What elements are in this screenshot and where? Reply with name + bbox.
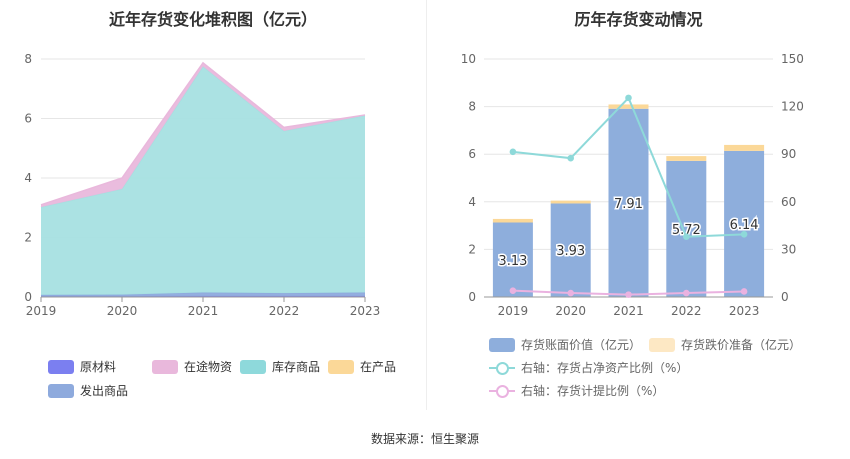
area-legend: 原材料 在途物资 库存商品 在产品发出商品	[48, 358, 418, 406]
area-legend-item[interactable]: 在产品	[328, 358, 396, 375]
bar-y-tick-label: 8	[468, 100, 476, 114]
bar-data-label: 3.93	[556, 244, 585, 259]
area-x-tick-label: 2020	[107, 304, 138, 318]
legend-label: 原材料	[80, 360, 117, 374]
bar-legend-item[interactable]: 右轴：存货计提比例（%）	[489, 382, 664, 399]
area-y-tick-label: 4	[24, 171, 32, 185]
bar-book-value	[608, 108, 649, 297]
legend-label: 存货账面价值（亿元）	[521, 338, 642, 352]
bar-data-label: 7.91	[614, 197, 643, 212]
area-chart: 0 2 4 6 8 2019 2020 2021 2022 2023	[24, 52, 381, 318]
area-series-edge-1	[40, 291, 366, 296]
bar-y2-tick-label: 30	[781, 242, 796, 256]
legend-label: 库存商品	[272, 360, 321, 374]
legend-swatch	[649, 337, 675, 352]
bar-legend-item[interactable]: 存货跌价准备（亿元）	[649, 336, 801, 353]
area-y-tick-label: 6	[24, 112, 32, 126]
bar-data-label: 3.13	[498, 254, 527, 269]
line-point	[567, 154, 574, 162]
bar-y2-tick-label: 120	[781, 100, 804, 114]
line-point	[740, 288, 748, 295]
bar-book-value	[666, 160, 707, 297]
bar-legend: 存货账面价值（亿元） 存货跌价准备（亿元） 右轴：存货占净资产比例（%） 右轴：存货计…	[489, 336, 849, 406]
legend-swatch	[489, 361, 515, 375]
area-legend-item[interactable]: 库存商品	[240, 358, 320, 375]
legend-label: 在产品	[360, 360, 397, 374]
legend-label: 右轴：存货占净资产比例（%）	[521, 361, 689, 375]
line-point	[509, 148, 517, 156]
area-chart-title: 近年存货变化堆积图（亿元）	[108, 10, 317, 29]
legend-label: 存货跌价准备（亿元）	[681, 338, 802, 352]
bar-y-tick-label: 4	[468, 195, 476, 209]
legend-swatch	[48, 359, 74, 374]
bar-y-tick-label: 0	[468, 290, 476, 304]
area-x-tick-label: 2022	[269, 304, 300, 318]
area-y-tick-label: 8	[24, 52, 32, 66]
area-legend-item[interactable]: 在途物资	[152, 358, 232, 375]
line-point	[625, 291, 632, 298]
line-point	[567, 289, 574, 297]
legend-swatch	[489, 384, 515, 398]
bar-chart: 0 2 4 6 8 10 0 30 60 90 120 150 3.13 3.93 7.91 5.72 6.14…	[461, 52, 804, 318]
line-point	[625, 94, 632, 102]
bar-impairment	[608, 104, 649, 109]
area-legend-item[interactable]: 原材料	[48, 358, 116, 375]
bar-y-tick-label: 6	[468, 147, 476, 161]
legend-swatch	[48, 383, 74, 398]
legend-marker	[496, 361, 509, 375]
line-point	[683, 289, 690, 297]
line-point	[509, 287, 517, 294]
bar-x-tick-label: 2020	[555, 304, 586, 318]
area-y-tick-label: 0	[24, 290, 32, 304]
bar-y2-tick-label: 60	[781, 195, 796, 209]
bar-x-tick-label: 2021	[613, 304, 644, 318]
bar-y-tick-label: 2	[468, 242, 476, 256]
legend-marker	[496, 384, 509, 398]
legend-swatch	[328, 359, 354, 374]
inventory-change-panel: 历年存货变动情况 0 2 4 6 8 10 0 30 60 90 120 150 3.13 3.93 7.9…	[427, 0, 850, 410]
area-y-tick-label: 2	[24, 231, 32, 245]
bar-legend-item[interactable]: 存货账面价值（亿元）	[489, 336, 641, 353]
data-source-note: 数据来源：恒生聚源	[370, 432, 479, 446]
bar-impairment	[724, 144, 765, 151]
panel-divider	[426, 0, 427, 410]
area-x-tick-label: 2021	[188, 304, 219, 318]
bar-x-tick-label: 2023	[729, 304, 760, 318]
area-legend-item[interactable]: 发出商品	[48, 382, 128, 399]
bar-book-value	[492, 222, 533, 297]
bar-impairment	[666, 156, 707, 161]
bar-y2-tick-label: 0	[781, 290, 789, 304]
line-point	[740, 231, 748, 238]
bar-data-label: 6.14	[730, 218, 759, 233]
bar-y-tick-label: 10	[461, 52, 476, 66]
bar-chart-title: 历年存货变动情况	[574, 10, 703, 29]
bar-x-tick-label: 2019	[498, 304, 529, 318]
bar-impairment	[550, 200, 591, 204]
bar-book-value	[724, 150, 765, 297]
legend-swatch	[152, 359, 178, 374]
stacked-area-panel: 近年存货变化堆积图（亿元） 0 2 4 6 8 2019 2020 2021 2022 2023 …	[0, 0, 426, 410]
bar-x-tick-label: 2022	[671, 304, 702, 318]
bar-y2-tick-label: 90	[781, 147, 796, 161]
area-series-2	[41, 66, 365, 295]
bar-legend-item[interactable]: 右轴：存货占净资产比例（%）	[489, 359, 688, 376]
area-x-tick-label: 2023	[350, 304, 381, 318]
area-x-tick-label: 2019	[26, 304, 57, 318]
bar-impairment	[492, 218, 533, 223]
legend-swatch	[240, 359, 266, 374]
bar-y2-tick-label: 150	[781, 52, 804, 66]
line-point	[683, 233, 690, 241]
bar-book-value	[550, 203, 591, 297]
bar-data-label: 5.72	[672, 223, 701, 238]
legend-swatch	[489, 337, 515, 352]
legend-label: 发出商品	[80, 384, 129, 398]
area-series-edge-4	[40, 61, 366, 206]
legend-label: 在途物资	[184, 360, 233, 374]
legend-label: 右轴：存货计提比例（%）	[521, 384, 665, 398]
